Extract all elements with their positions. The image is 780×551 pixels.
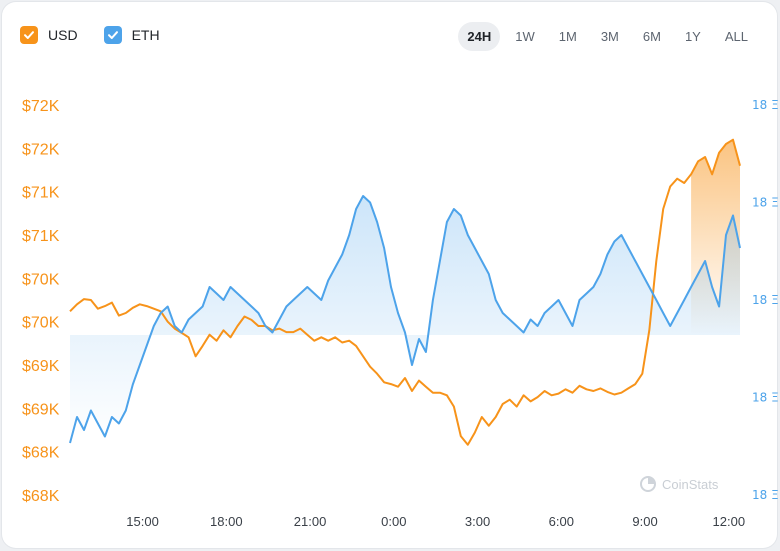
range-button-3m[interactable]: 3M	[592, 22, 628, 51]
eth-checkbox-icon[interactable]	[103, 26, 122, 44]
y-left-tick-label: $68K	[22, 488, 60, 505]
legend-label-usd: USD	[48, 27, 78, 43]
watermark-text: CoinStats	[662, 476, 719, 492]
x-tick-label: 9:00	[632, 514, 657, 529]
legend-item-usd[interactable]: USD	[20, 26, 78, 44]
y-left-tick-label: $69K	[22, 358, 60, 375]
legend-item-eth[interactable]: ETH	[103, 26, 160, 44]
y-left-tick-label: $71K	[22, 228, 60, 245]
y-right-tick-label: 18 Ξ	[752, 293, 779, 307]
y-left-tick-label: $71K	[22, 185, 60, 202]
time-range-selector: 24H 1W 1M 3M 6M 1Y ALL	[458, 22, 757, 51]
x-tick-label: 18:00	[210, 514, 243, 529]
range-button-1y[interactable]: 1Y	[676, 22, 710, 51]
x-tick-label: 6:00	[549, 514, 574, 529]
range-button-all[interactable]: ALL	[716, 22, 757, 51]
y-left-tick-label: $70K	[22, 315, 60, 332]
legend-label-eth: ETH	[131, 27, 160, 43]
x-tick-label: 0:00	[381, 514, 406, 529]
x-tick-label: 3:00	[465, 514, 490, 529]
y-left-tick-label: $72K	[22, 98, 60, 115]
y-right-tick-label: 18 Ξ	[752, 98, 779, 112]
y-left-tick-label: $70K	[22, 271, 60, 288]
range-button-6m[interactable]: 6M	[634, 22, 670, 51]
usd-checkbox-icon[interactable]	[20, 26, 38, 44]
watermark: CoinStats	[640, 476, 718, 492]
x-tick-label: 12:00	[713, 514, 746, 529]
y-right-tick-label: 18 Ξ	[752, 488, 779, 502]
legend: USD ETH	[20, 26, 160, 44]
y-right-tick-label: 18 Ξ	[752, 391, 779, 405]
y-left-tick-label: $68K	[22, 445, 60, 462]
range-button-1w[interactable]: 1W	[506, 22, 544, 51]
y-left-tick-label: $69K	[22, 401, 60, 418]
y-left-tick-label: $72K	[22, 141, 60, 158]
range-button-1m[interactable]: 1M	[550, 22, 586, 51]
coinstats-logo-icon	[640, 476, 656, 492]
eth-series-line	[69, 195, 741, 444]
eth-area-fill	[70, 196, 740, 443]
x-tick-label: 21:00	[294, 514, 327, 529]
range-button-24h[interactable]: 24H	[458, 22, 501, 51]
y-right-tick-label: 18 Ξ	[752, 196, 779, 210]
x-tick-label: 15:00	[126, 514, 159, 529]
